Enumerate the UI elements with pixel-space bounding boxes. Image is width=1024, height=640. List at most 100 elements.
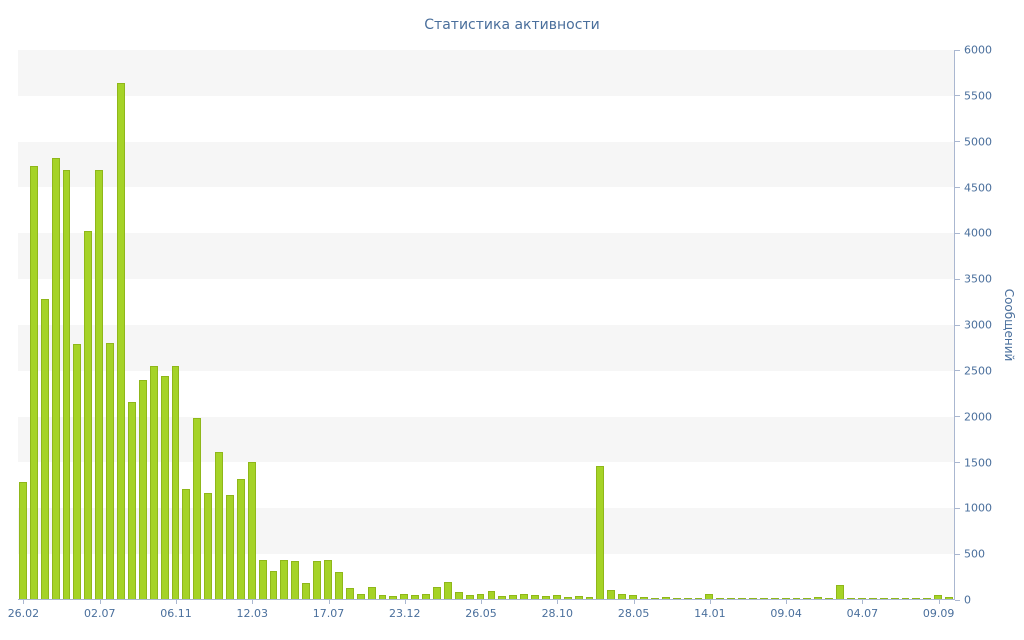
bar — [324, 559, 332, 599]
bar — [95, 170, 104, 599]
bar — [465, 595, 474, 599]
x-tick-label: 17.07 — [312, 607, 345, 620]
x-tick-label: 04.07 — [846, 607, 879, 620]
y-tick — [955, 599, 960, 601]
grid-band — [18, 141, 954, 188]
x-tick-label: 28.10 — [541, 607, 574, 620]
x-tick — [252, 600, 254, 604]
bar — [106, 343, 115, 599]
x-tick — [709, 600, 711, 604]
bar — [226, 494, 234, 599]
bar — [705, 593, 714, 599]
bar — [901, 597, 910, 599]
y-tick-label: 6000 — [964, 43, 992, 57]
bar — [345, 588, 354, 599]
bar — [127, 401, 136, 599]
y-axis-title: Сообщений — [1002, 288, 1016, 362]
bar — [748, 597, 757, 599]
bar — [836, 585, 845, 599]
x-tick-label: 26.02 — [7, 607, 40, 620]
y-tick — [955, 462, 960, 463]
y-tick — [955, 324, 960, 326]
x-tick-label: 06.11 — [160, 607, 192, 620]
bar — [683, 597, 692, 599]
bar — [291, 560, 300, 599]
bar — [727, 597, 736, 599]
bar — [302, 582, 311, 599]
bar — [879, 597, 888, 599]
bar — [759, 597, 768, 599]
y-tick-label: 3500 — [964, 272, 992, 286]
bar — [661, 597, 670, 599]
bar — [650, 597, 659, 599]
y-tick-label: 2500 — [964, 364, 992, 378]
bar — [498, 596, 507, 599]
y-tick-label: 4500 — [964, 181, 992, 194]
chart-title: Статистика активности — [424, 17, 600, 33]
bar — [857, 597, 866, 599]
bar — [400, 593, 409, 599]
bar — [792, 597, 801, 599]
x-tick — [633, 600, 635, 604]
bar — [672, 597, 681, 599]
y-tick — [955, 141, 960, 143]
y-tick-label: 2000 — [964, 410, 992, 424]
x-tick — [404, 600, 406, 604]
y-tick — [955, 232, 960, 234]
bar — [389, 596, 398, 599]
x-tick — [99, 600, 101, 604]
x-tick-label: 09.04 — [770, 607, 802, 620]
bar — [280, 559, 289, 599]
x-tick-label: 26.05 — [465, 607, 497, 620]
bar — [476, 593, 485, 599]
bar — [422, 593, 431, 599]
bar — [945, 597, 953, 599]
bar — [825, 597, 834, 599]
y-tick-label: 0 — [964, 593, 971, 607]
y-tick — [955, 278, 960, 280]
bar — [738, 597, 746, 599]
bar — [313, 560, 322, 599]
x-tick-label: 28.05 — [617, 607, 650, 620]
bar — [73, 344, 82, 599]
bar — [890, 597, 899, 599]
x-tick-label: 23.12 — [389, 607, 421, 620]
bar — [193, 417, 202, 599]
bar — [182, 489, 191, 599]
bar — [541, 596, 550, 599]
bar — [618, 593, 627, 599]
x-tick-label: 02.07 — [83, 607, 116, 620]
bar — [629, 595, 638, 599]
grid-band — [18, 50, 954, 96]
x-tick — [175, 600, 177, 604]
x-tick — [481, 600, 483, 604]
bar — [923, 597, 932, 599]
bar — [585, 597, 594, 599]
x-tick — [23, 600, 25, 604]
bar — [433, 587, 441, 599]
bar — [160, 376, 169, 599]
y-tick — [955, 553, 960, 555]
bar — [934, 595, 943, 599]
x-tick — [557, 600, 559, 604]
bar — [204, 492, 213, 599]
bar — [378, 595, 387, 599]
bar — [269, 570, 278, 599]
bar — [803, 597, 812, 599]
bar — [563, 597, 572, 599]
bar — [149, 366, 158, 599]
bar — [716, 597, 725, 599]
y-tick-label: 3000 — [964, 318, 992, 332]
bar — [258, 559, 267, 599]
plot-area: 0 500 1000 1500 2000 2500 3000 3500 4000 4500 5000… — [8, 44, 992, 621]
bar — [171, 366, 180, 599]
bar — [62, 170, 71, 599]
x-tick-label: 09.09 — [922, 607, 955, 620]
bar — [40, 299, 49, 599]
grid-band — [18, 233, 954, 280]
bar — [454, 591, 463, 599]
bar — [574, 596, 583, 599]
bar — [367, 587, 376, 599]
bar — [607, 589, 616, 599]
y-tick-label: 4000 — [964, 226, 992, 240]
